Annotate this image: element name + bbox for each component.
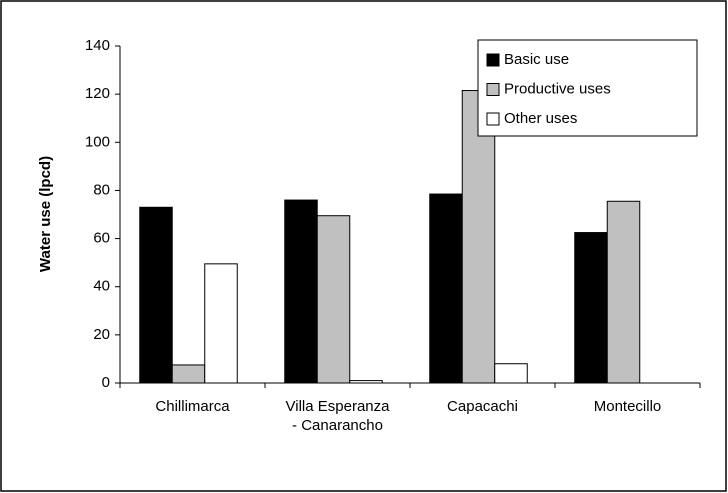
bar bbox=[429, 193, 463, 384]
bar bbox=[574, 232, 608, 384]
y-axis-label: Water use (lpcd) bbox=[37, 156, 54, 272]
y-tick-label: 60 bbox=[93, 230, 110, 247]
bar bbox=[204, 263, 238, 384]
bar bbox=[139, 206, 173, 384]
legend-label: Other uses bbox=[504, 110, 577, 127]
y-tick-label: 40 bbox=[93, 278, 110, 295]
y-tick-label: 100 bbox=[85, 133, 110, 150]
legend-swatch bbox=[486, 83, 500, 96]
legend-swatch bbox=[486, 112, 500, 126]
legend-label: Productive uses bbox=[504, 80, 611, 97]
legend-box bbox=[477, 39, 698, 137]
bar bbox=[316, 215, 351, 384]
x-tick-label: Chillimarca bbox=[155, 398, 230, 415]
y-tick-label: 20 bbox=[93, 326, 110, 343]
bar bbox=[349, 380, 383, 384]
y-tick-label: 140 bbox=[85, 37, 110, 54]
legend-swatch bbox=[486, 53, 500, 67]
y-tick-label: 0 bbox=[102, 374, 110, 391]
bar bbox=[494, 363, 528, 384]
y-tick-label: 120 bbox=[85, 85, 110, 102]
bar bbox=[461, 90, 496, 384]
x-tick-label: Montecillo bbox=[593, 398, 662, 415]
x-tick-label: Villa Esperanza - Canarancho bbox=[285, 398, 390, 434]
bar bbox=[171, 364, 206, 384]
legend-label: Basic use bbox=[504, 51, 569, 68]
x-tick-label: Capacachi bbox=[447, 398, 518, 415]
bar bbox=[284, 199, 318, 384]
bar bbox=[606, 200, 641, 384]
y-tick-label: 80 bbox=[93, 181, 110, 198]
